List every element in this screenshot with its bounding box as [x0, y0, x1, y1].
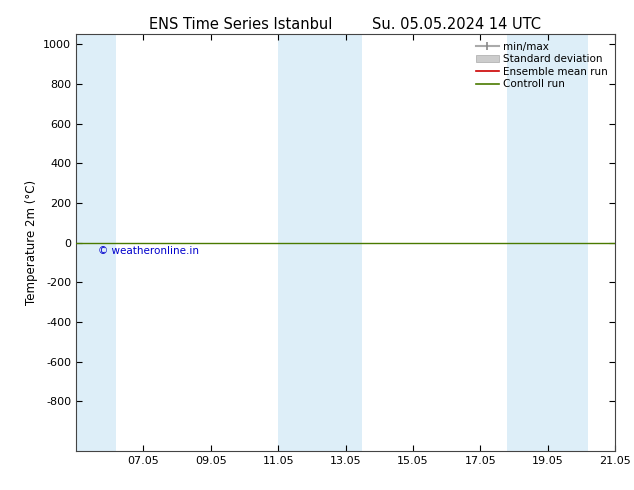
Bar [278, 34, 318, 451]
Bar [318, 34, 363, 451]
Text: ENS Time Series Istanbul: ENS Time Series Istanbul [149, 17, 333, 32]
Y-axis label: Temperature 2m (°C): Temperature 2m (°C) [25, 180, 37, 305]
Legend: min/max, Standard deviation, Ensemble mean run, Controll run: min/max, Standard deviation, Ensemble me… [474, 40, 610, 92]
Text: © weatheronline.in: © weatheronline.in [98, 246, 198, 256]
Bar [76, 34, 117, 451]
Bar [548, 34, 588, 451]
Text: Su. 05.05.2024 14 UTC: Su. 05.05.2024 14 UTC [372, 17, 541, 32]
Bar [507, 34, 548, 451]
